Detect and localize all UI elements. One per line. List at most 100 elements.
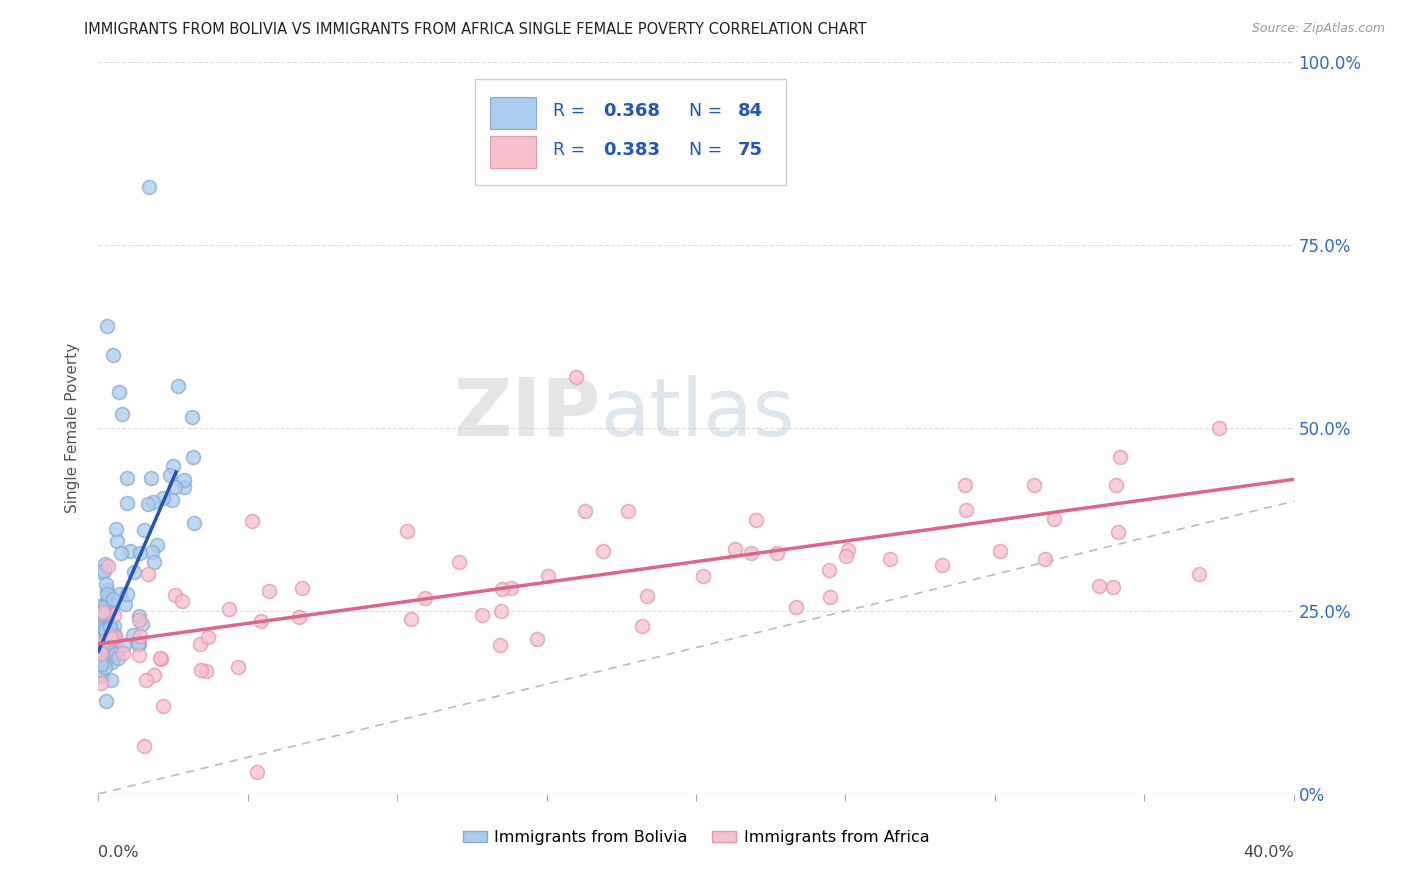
Point: [128, 637, 150, 651]
Point: [136, 497, 159, 511]
Point: [91, 649, 114, 664]
Point: [988, 544, 1011, 558]
Point: [127, 637, 149, 651]
Point: [1188, 567, 1211, 582]
Point: [97, 634, 120, 648]
Point: [259, 584, 281, 599]
Point: [142, 495, 165, 509]
Point: [94, 596, 117, 610]
Text: 84: 84: [738, 103, 763, 120]
Point: [98, 619, 121, 633]
Point: [879, 552, 901, 566]
Point: [197, 630, 219, 644]
Point: [190, 663, 212, 677]
Point: [692, 569, 714, 583]
Point: [104, 628, 127, 642]
Point: [1108, 450, 1130, 464]
Point: [93, 640, 115, 655]
Point: [89, 635, 111, 649]
Point: [574, 504, 596, 518]
Point: [89, 599, 111, 613]
Point: [93, 608, 115, 623]
Point: [413, 591, 436, 605]
Point: [89, 608, 111, 623]
Point: [94, 623, 117, 637]
Point: [526, 632, 548, 646]
Point: [132, 739, 155, 753]
Point: [1043, 512, 1066, 526]
Point: [138, 179, 160, 194]
Text: 75: 75: [738, 141, 763, 159]
Point: [183, 516, 205, 531]
Point: [104, 522, 127, 536]
Point: [162, 459, 184, 474]
Point: [103, 608, 125, 623]
Point: [94, 609, 117, 624]
Point: [100, 620, 122, 634]
Point: [90, 646, 112, 660]
Point: [159, 468, 181, 483]
Point: [128, 630, 150, 644]
Point: [181, 450, 204, 465]
Point: [107, 643, 129, 657]
Point: [96, 318, 118, 333]
Point: [173, 480, 195, 494]
Point: [91, 621, 114, 635]
Point: [128, 613, 150, 627]
Point: [218, 602, 240, 616]
Text: 0.383: 0.383: [603, 141, 659, 159]
Point: [1101, 580, 1123, 594]
Point: [93, 623, 115, 637]
Point: [90, 565, 112, 579]
Point: [181, 409, 204, 424]
Point: [112, 646, 135, 660]
Point: [471, 607, 494, 622]
Point: [120, 544, 142, 558]
Point: [94, 660, 117, 674]
Point: [94, 599, 117, 613]
Point: [93, 605, 115, 619]
Point: [818, 563, 841, 577]
Point: [226, 660, 249, 674]
Point: [143, 668, 166, 682]
Point: [537, 569, 560, 583]
Point: [1022, 477, 1045, 491]
Point: [167, 378, 190, 392]
Point: [785, 600, 807, 615]
Point: [1105, 478, 1128, 492]
Text: 0.0%: 0.0%: [98, 845, 139, 860]
Point: [188, 637, 211, 651]
Point: [740, 546, 762, 560]
Point: [149, 652, 172, 666]
Point: [101, 593, 124, 607]
Point: [128, 609, 150, 624]
Point: [240, 514, 263, 528]
Point: [818, 591, 841, 605]
Point: [953, 478, 976, 492]
Point: [114, 597, 136, 611]
Point: [491, 582, 513, 596]
Text: atlas: atlas: [600, 375, 794, 452]
Point: [105, 534, 128, 549]
Point: [1107, 524, 1129, 539]
Point: [765, 546, 787, 560]
Text: N =: N =: [678, 141, 728, 159]
Point: [447, 555, 470, 569]
Point: [745, 513, 768, 527]
Point: [93, 564, 115, 578]
Point: [104, 630, 127, 644]
Point: [152, 491, 174, 506]
Point: [489, 604, 512, 618]
Point: [246, 764, 269, 779]
Point: [931, 558, 953, 572]
Bar: [491, 97, 536, 129]
Point: [115, 587, 138, 601]
Text: N =: N =: [678, 103, 728, 120]
Text: ZIP: ZIP: [453, 375, 600, 452]
Text: Source: ZipAtlas.com: Source: ZipAtlas.com: [1251, 22, 1385, 36]
Point: [94, 606, 117, 620]
Point: [143, 555, 166, 569]
Point: [90, 669, 112, 683]
Point: [152, 699, 174, 714]
Point: [90, 676, 112, 690]
